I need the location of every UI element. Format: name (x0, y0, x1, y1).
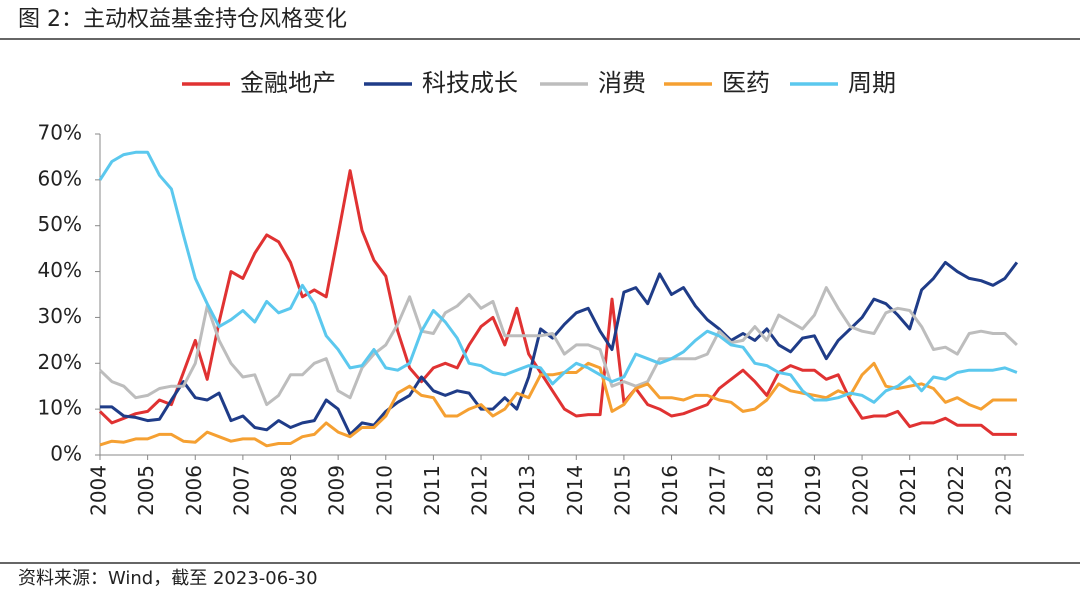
legend-label: 科技成长 (422, 69, 518, 97)
y-tick-label: 10% (38, 396, 82, 420)
x-tick-label: 2007 (229, 465, 253, 516)
series-line (98, 169, 1017, 436)
x-tick-label: 2006 (182, 465, 206, 516)
legend-label: 消费 (598, 69, 646, 97)
x-tick-label: 2017 (706, 465, 730, 516)
y-tick-label: 40% (38, 258, 82, 282)
x-tick-label: 2023 (991, 465, 1015, 516)
legend-label: 金融地产 (240, 69, 336, 97)
y-tick-label: 30% (38, 304, 82, 328)
x-tick-label: 2012 (468, 465, 492, 516)
x-tick-label: 2018 (753, 465, 777, 516)
x-tick-label: 2008 (277, 465, 301, 516)
series-line (99, 361, 1017, 448)
legend-label: 医药 (722, 69, 770, 97)
x-tick-label: 2011 (420, 465, 444, 516)
series-line (98, 150, 1018, 404)
x-tick-label: 2021 (896, 465, 920, 516)
x-tick-label: 2016 (658, 465, 682, 516)
y-tick-label: 0% (50, 442, 82, 466)
y-tick-label: 60% (38, 166, 82, 190)
x-tick-label: 2020 (849, 465, 873, 516)
x-tick-label: 2014 (563, 465, 587, 516)
x-tick-label: 2019 (801, 465, 825, 516)
x-tick-label: 2010 (372, 465, 396, 516)
source-note: 资料来源：Wind，截至 2023-06-30 (18, 568, 318, 589)
x-tick-label: 2005 (134, 465, 158, 516)
x-tick-label: 2022 (944, 465, 968, 516)
page-title: 图 2：主动权益基金持仓风格变化 (18, 7, 347, 32)
series-line (100, 260, 1019, 436)
x-tick-label: 2009 (325, 465, 349, 516)
x-tick-label: 2015 (610, 465, 634, 516)
y-tick-label: 50% (38, 212, 82, 236)
series-line (98, 286, 1018, 407)
legend-label: 周期 (848, 69, 896, 97)
x-tick-label: 2004 (87, 465, 111, 516)
x-tick-label: 2013 (515, 465, 539, 516)
y-tick-label: 20% (38, 350, 82, 374)
y-tick-label: 70% (38, 121, 82, 145)
